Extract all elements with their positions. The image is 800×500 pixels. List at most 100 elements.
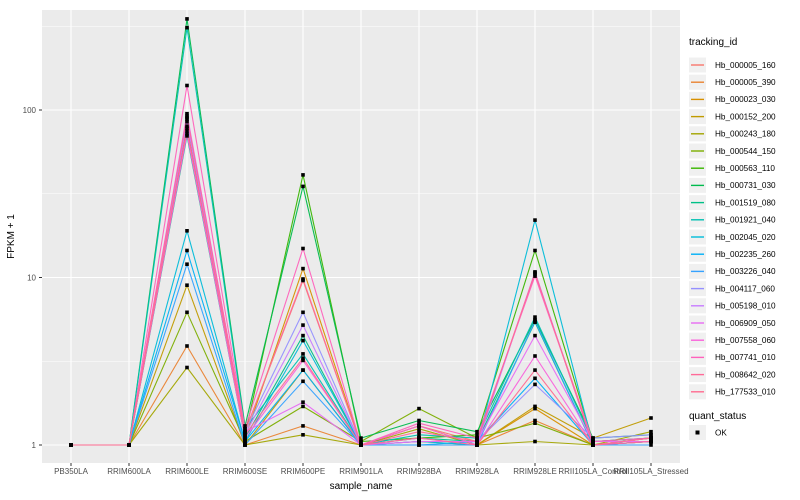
data-point — [649, 436, 653, 440]
legend-entry-label: Hb_000243_180 — [715, 130, 776, 139]
data-point — [185, 248, 189, 253]
data-point — [185, 134, 189, 138]
legend-key-point — [695, 430, 700, 435]
data-point — [301, 173, 305, 177]
data-point — [649, 433, 653, 437]
data-point — [243, 443, 247, 447]
data-point — [243, 433, 247, 437]
data-point — [475, 429, 479, 434]
data-point — [533, 421, 537, 425]
data-point — [301, 368, 305, 372]
data-points — [69, 17, 653, 447]
data-point — [301, 184, 305, 189]
x-tick-label: RRIM600PE — [281, 467, 325, 476]
legend-entry-label: Hb_008642_020 — [715, 370, 776, 379]
data-point — [69, 443, 73, 447]
y-tick-label: 10 — [27, 273, 36, 282]
data-point — [301, 358, 305, 363]
data-point — [301, 404, 305, 409]
data-point — [185, 132, 189, 136]
x-tick-label: RRIM600LA — [107, 467, 151, 476]
data-point — [243, 439, 247, 444]
legend-entry-label: Hb_000023_030 — [715, 95, 776, 104]
data-point — [243, 424, 247, 428]
data-point — [243, 427, 247, 431]
data-point — [475, 436, 479, 440]
data-point — [417, 418, 421, 423]
data-point — [301, 246, 305, 251]
data-point — [243, 436, 247, 440]
data-point — [475, 439, 479, 444]
legend-entry-label: Hb_001519_080 — [715, 198, 776, 207]
data-point — [243, 429, 247, 434]
legend-entry-label: Hb_003226_040 — [715, 267, 776, 276]
data-point — [533, 248, 537, 253]
x-tick-label: RRIM928LA — [455, 467, 499, 476]
y-axis-title: FPKM + 1 — [6, 214, 17, 259]
data-point — [301, 338, 305, 343]
data-point — [533, 376, 537, 381]
data-point — [591, 436, 595, 440]
data-point — [185, 262, 189, 266]
data-point — [185, 17, 189, 21]
data-point — [417, 429, 421, 434]
data-point — [649, 443, 653, 447]
x-tick-label: RRII105LA_Stressed — [613, 467, 688, 476]
y-tick-label: 1 — [32, 441, 37, 450]
data-point — [533, 274, 537, 278]
data-point — [301, 400, 305, 404]
data-point — [185, 124, 189, 128]
data-point — [185, 25, 189, 30]
legend-entry-label: Hb_000563_110 — [715, 164, 775, 173]
legend-title: quant_status — [689, 411, 746, 422]
legend-entry-label: Hb_000005_160 — [715, 61, 776, 70]
x-tick-label: RRIM600LE — [165, 467, 209, 476]
data-point — [533, 404, 537, 409]
legend-entry-label: Hb_006909_050 — [715, 319, 776, 328]
data-point — [417, 427, 421, 431]
legend-entry-label: Hb_007558_060 — [715, 336, 776, 345]
legend-entry-label: OK — [715, 429, 727, 438]
legend-entry-label: Hb_002235_260 — [715, 250, 776, 259]
data-point — [533, 439, 537, 444]
data-point — [649, 416, 653, 420]
data-point — [475, 433, 479, 437]
data-point — [185, 310, 189, 315]
legend-title: tracking_id — [689, 37, 737, 48]
data-point — [533, 354, 537, 358]
legend-entry-label: Hb_000731_030 — [715, 181, 776, 190]
data-point — [533, 315, 537, 319]
legend-entry-label: Hb_001921_040 — [715, 216, 776, 225]
legend-entry-label: Hb_000005_390 — [715, 78, 776, 87]
legend-entry-label: Hb_004117_060 — [715, 284, 775, 293]
x-tick-label: RRIM600SE — [223, 467, 267, 476]
data-point — [533, 270, 537, 275]
data-point — [301, 356, 305, 360]
data-point — [417, 424, 421, 428]
data-point — [185, 344, 189, 348]
data-point — [359, 439, 363, 444]
data-point — [185, 126, 189, 130]
y-tick-label: 100 — [23, 106, 37, 115]
data-point — [301, 424, 305, 428]
data-point — [185, 120, 189, 124]
data-point — [649, 439, 653, 444]
data-point — [417, 443, 421, 447]
data-point — [475, 443, 479, 447]
axes: 1 10 100 PB350LA RRIM600LA RRIM600LE RRIM600SE… — [6, 106, 689, 492]
x-tick-label: RRIM901LA — [339, 467, 383, 476]
legend-entry-label: Hb_005198_010 — [715, 302, 776, 311]
x-tick-label: RRIM928LE — [513, 467, 557, 476]
data-point — [533, 368, 537, 372]
data-point — [301, 333, 305, 338]
data-point — [301, 266, 305, 271]
data-point — [301, 310, 305, 315]
legend-entry-label: Hb_177533_010 — [715, 388, 776, 397]
x-axis-title: sample_name — [330, 481, 393, 492]
x-tick-label: RRIM928BA — [397, 467, 442, 476]
legend-entry-label: Hb_007741_010 — [715, 353, 776, 362]
x-tick-label: RRII105LA_Control — [558, 467, 628, 476]
data-point — [185, 365, 189, 370]
